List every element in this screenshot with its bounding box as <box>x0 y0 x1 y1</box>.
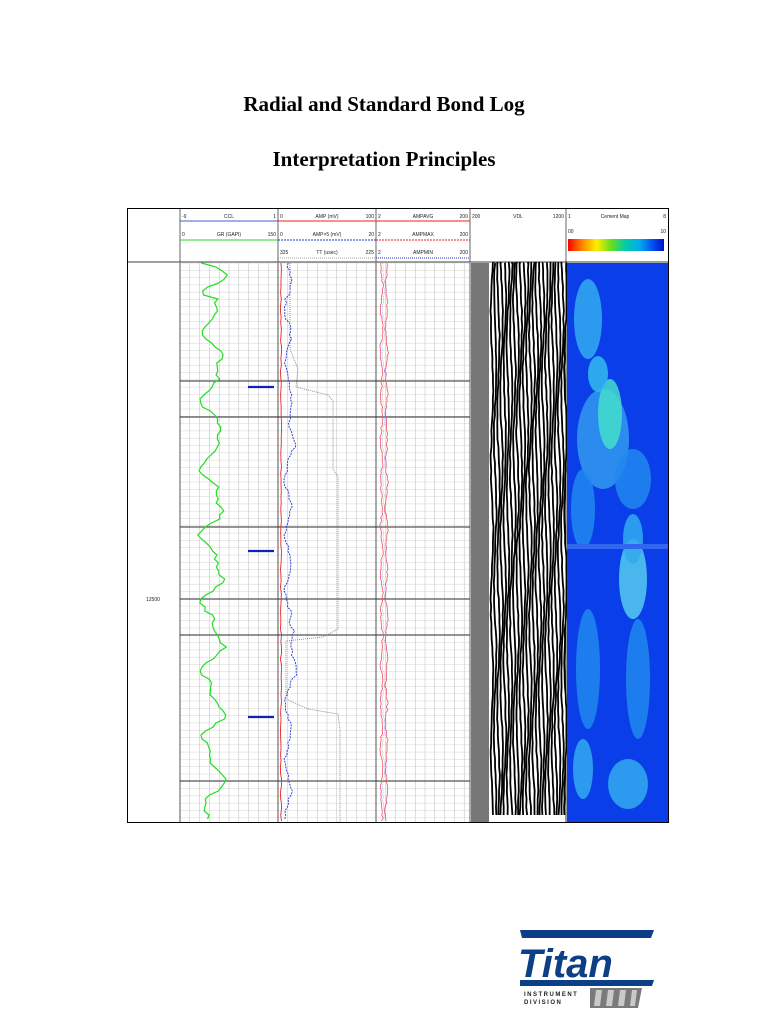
ampmax-curve-name: AMPMAX <box>412 232 434 238</box>
logo-line1: INSTRUMENT <box>524 992 578 998</box>
vdl-left-scale: 200 <box>472 214 481 220</box>
cement-scale-left: 00 <box>568 229 574 235</box>
ampmin-left-scale: 2 <box>378 250 381 256</box>
document-title: Radial and Standard Bond Log <box>243 92 525 116</box>
ccl-curve-name: CCL <box>224 214 234 220</box>
vdl-curve-name: VDL <box>513 214 523 220</box>
ampmin-curve-name: AMPMIN <box>413 250 433 256</box>
cement-map-left-scale: 1 <box>568 214 571 220</box>
ampx5-right-scale: 20 <box>368 232 374 238</box>
ampx5-left-scale: 0 <box>280 232 283 238</box>
log-header: -9 CCL 1 0 GR (GAPI) 150 0 AMP (mV) 100 … <box>128 209 668 263</box>
ccl-left-scale: -9 <box>182 214 187 220</box>
ampavg-left-scale: 2 <box>378 214 381 220</box>
titan-logo: Titan INSTRUMENT DIVISION <box>512 928 662 1008</box>
amp-curve-name: AMP (mV) <box>316 214 339 220</box>
gr-curve-name: GR (GAPI) <box>217 232 242 238</box>
ampavg-curve-name: AMPAVG <box>413 214 434 220</box>
ampmax-right-scale: 200 <box>460 232 469 238</box>
tt-right-scale: 225 <box>366 250 375 256</box>
ampmax-left-scale: 2 <box>378 232 381 238</box>
ampx5-curve-name: AMP×5 (mV) <box>313 232 342 238</box>
vdl-right-scale: 1200 <box>553 214 564 220</box>
cement-map-track <box>567 263 668 822</box>
cement-scale-right: 10 <box>660 229 666 235</box>
vdl-track <box>471 262 568 822</box>
amp-left-scale: 0 <box>280 214 283 220</box>
log-grid <box>179 262 471 822</box>
tt-curve-name: TT (usec) <box>316 250 338 256</box>
depth-label: 12500 <box>146 597 160 603</box>
cement-map-name: Cement Map <box>601 214 630 220</box>
logo-brand-text: Titan <box>518 942 613 986</box>
logo-line2: DIVISION <box>524 1000 562 1006</box>
cement-map-right-scale: 8 <box>663 214 666 220</box>
gr-left-scale: 0 <box>182 232 185 238</box>
bond-log-figure: -9 CCL 1 0 GR (GAPI) 150 0 AMP (mV) 100 … <box>127 208 669 823</box>
ampavg-right-scale: 200 <box>460 214 469 220</box>
gr-right-scale: 150 <box>268 232 277 238</box>
document-subtitle: Interpretation Principles <box>272 147 496 171</box>
cement-color-scale <box>568 239 664 251</box>
amp-right-scale: 100 <box>366 214 375 220</box>
ampmin-right-scale: 200 <box>460 250 469 256</box>
tt-left-scale: 325 <box>280 250 289 256</box>
log-curves <box>196 262 390 822</box>
ccl-right-scale: 1 <box>273 214 276 220</box>
